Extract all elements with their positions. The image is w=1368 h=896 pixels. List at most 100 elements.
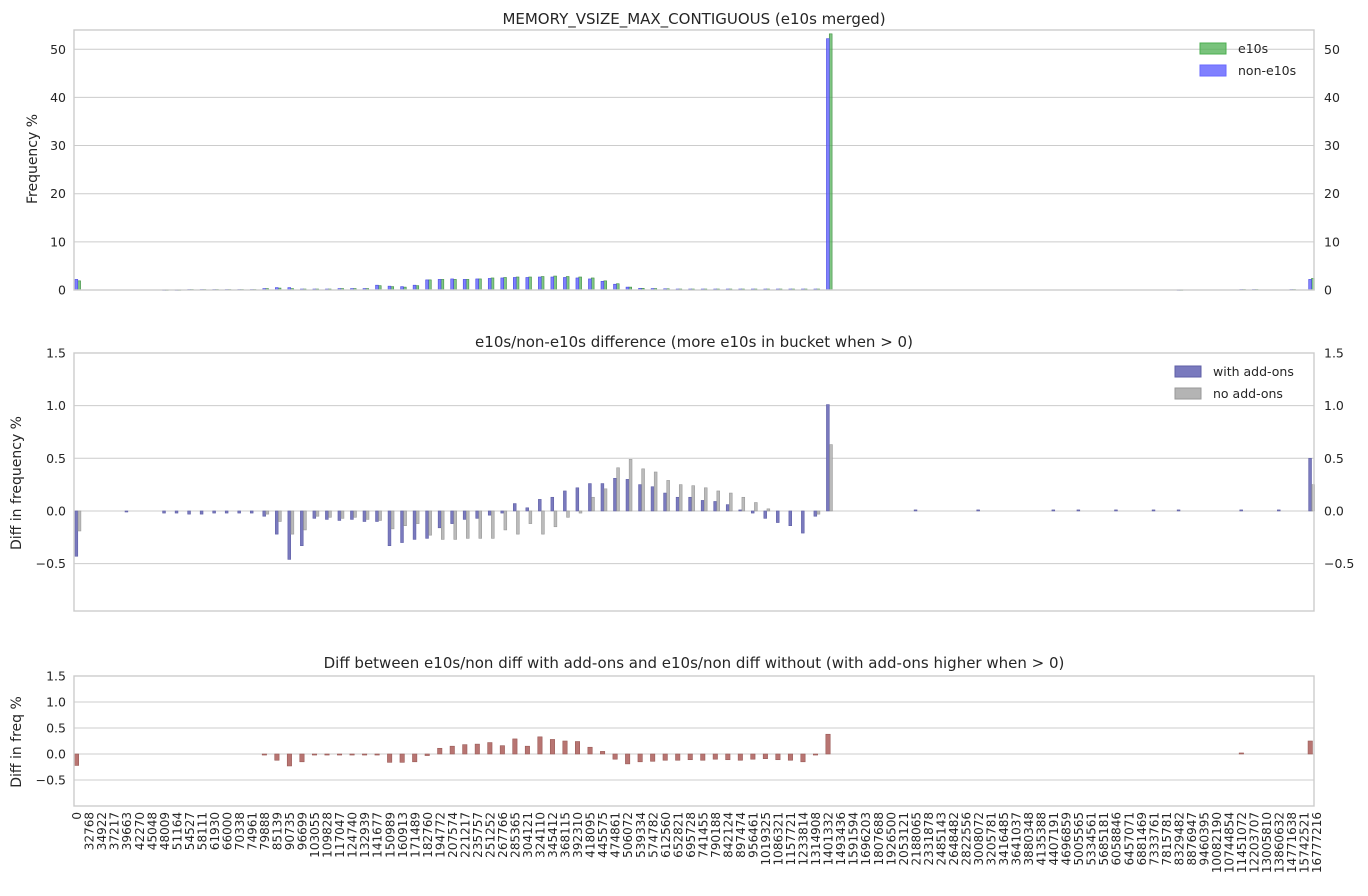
bar-no-add-ons xyxy=(578,510,583,514)
x-tick-label: 74961 xyxy=(245,812,259,850)
bar-with-add-ons xyxy=(738,509,742,512)
x-tick-label: 9460395 xyxy=(1197,812,1211,865)
bar-with-add-ons xyxy=(675,496,680,512)
x-tick-label: 1807688 xyxy=(872,812,886,865)
bar-with-add-ons xyxy=(801,510,805,534)
bar-diff xyxy=(650,753,656,762)
bar-diff xyxy=(286,753,292,767)
x-tick-label: 4696859 xyxy=(1060,812,1074,865)
diff-of-diff-y-tick-label: 0.0 xyxy=(46,747,66,762)
bar-with-add-ons xyxy=(625,479,630,512)
bar-non-e10s xyxy=(74,279,79,291)
bar-diff xyxy=(825,733,831,755)
bar-diff xyxy=(775,753,781,761)
x-tick-label: 4407191 xyxy=(1047,812,1061,865)
bar-with-add-ons xyxy=(400,510,404,543)
bar-diff xyxy=(362,753,368,756)
frequency-bars xyxy=(74,33,1315,291)
bar-diff xyxy=(487,742,493,755)
x-tick-label: 3641037 xyxy=(1010,812,1024,865)
x-tick-label: 90735 xyxy=(283,812,297,850)
bar-non-e10s xyxy=(575,277,580,291)
bar-e10s xyxy=(77,280,81,291)
bar-diff xyxy=(474,743,480,755)
x-tick-label: 39663 xyxy=(120,812,134,850)
bar-non-e10s xyxy=(613,283,617,291)
difference-y-axis-label: Diff in frequency % xyxy=(9,416,25,550)
bar-diff xyxy=(299,753,305,763)
frequency-y-tick-label-right: 40 xyxy=(1324,90,1340,105)
x-tick-label: 160913 xyxy=(396,812,410,858)
x-tick-label: 182760 xyxy=(421,812,435,858)
x-tick-label: 5334561 xyxy=(1085,812,1099,865)
bar-diff xyxy=(337,753,343,756)
diff-of-diff-y-tick-label: −0.5 xyxy=(36,773,66,788)
bar-no-add-ons xyxy=(265,510,270,515)
bar-no-add-ons xyxy=(403,510,407,526)
x-tick-label: 13860632 xyxy=(1273,812,1287,873)
bar-with-add-ons xyxy=(1114,509,1118,512)
bar-e10s xyxy=(528,276,532,291)
frequency-legend: e10s non-e10s xyxy=(1199,41,1296,78)
x-tick-label: 34922 xyxy=(95,812,109,850)
panel-diff-of-diff: Diff between e10s/non diff with add-ons … xyxy=(9,654,1315,807)
bar-with-add-ons xyxy=(162,510,166,514)
bar-with-add-ons xyxy=(450,510,454,524)
x-tick-label: 3205781 xyxy=(984,812,998,865)
x-tick-label: 61930 xyxy=(208,812,222,850)
bar-no-add-ons xyxy=(829,444,833,512)
bar-non-e10s xyxy=(588,278,592,291)
frequency-plot-frame xyxy=(73,29,1315,291)
bar-with-add-ons xyxy=(500,510,504,514)
bar-with-add-ons xyxy=(663,492,667,512)
frequency-y-tick-label: 50 xyxy=(50,42,66,57)
bar-e10s xyxy=(603,280,607,291)
diff-of-diff-y-tick-label: 0.5 xyxy=(46,721,66,736)
bar-with-add-ons xyxy=(362,510,367,522)
bar-diff xyxy=(637,753,643,763)
bar-with-add-ons xyxy=(688,496,692,512)
difference-y-tick-label: 0.0 xyxy=(46,503,66,518)
bar-no-add-ons xyxy=(678,484,683,512)
x-axis-tick-labels: 0327683492237217396634227045048480095116… xyxy=(70,812,1324,873)
bar-diff xyxy=(261,753,267,756)
x-tick-label: 574782 xyxy=(646,812,660,858)
bar-diff xyxy=(737,753,743,761)
bar-with-add-ons xyxy=(700,500,705,512)
diff-of-diff-gridlines xyxy=(74,675,1314,781)
bar-e10s xyxy=(428,279,432,291)
bar-with-add-ons xyxy=(1277,509,1281,512)
bar-with-add-ons xyxy=(513,503,517,512)
x-tick-label: 1233814 xyxy=(797,812,811,865)
bar-with-add-ons xyxy=(750,510,755,514)
bar-with-add-ons xyxy=(650,486,655,512)
x-tick-label: 474861 xyxy=(609,812,623,858)
bar-e10s xyxy=(828,33,833,291)
bar-no-add-ons xyxy=(616,467,620,512)
x-tick-label: 612560 xyxy=(659,812,673,858)
x-tick-label: 16777216 xyxy=(1310,812,1324,873)
bar-non-e10s xyxy=(450,278,454,291)
frequency-y-tick-label: 40 xyxy=(50,90,66,105)
bar-no-add-ons xyxy=(666,480,670,512)
bar-with-add-ons xyxy=(425,510,429,539)
x-tick-label: 15742521 xyxy=(1298,812,1312,873)
x-tick-label: 506072 xyxy=(621,812,635,858)
diff-of-diff-chart-title: Diff between e10s/non diff with add-ons … xyxy=(324,654,1065,672)
frequency-axes: 0 0 10 10 20 20 30 30 40 40 50 50 xyxy=(50,29,1340,298)
bar-no-add-ons xyxy=(704,487,708,512)
x-tick-label: 150989 xyxy=(383,812,397,858)
bar-no-add-ons xyxy=(603,488,608,512)
bar-with-add-ons xyxy=(375,510,379,522)
bar-non-e10s xyxy=(462,279,467,291)
bar-e10s xyxy=(578,276,582,291)
bar-diff xyxy=(675,753,681,761)
bar-with-add-ons xyxy=(462,510,467,520)
bar-with-add-ons xyxy=(74,510,79,557)
legend-swatch-non-e10s xyxy=(1199,64,1227,77)
bar-non-e10s xyxy=(525,277,529,291)
bar-no-add-ons xyxy=(353,510,357,518)
bar-diff xyxy=(524,745,530,755)
bar-diff xyxy=(812,753,818,756)
x-tick-label: 45048 xyxy=(145,812,159,850)
